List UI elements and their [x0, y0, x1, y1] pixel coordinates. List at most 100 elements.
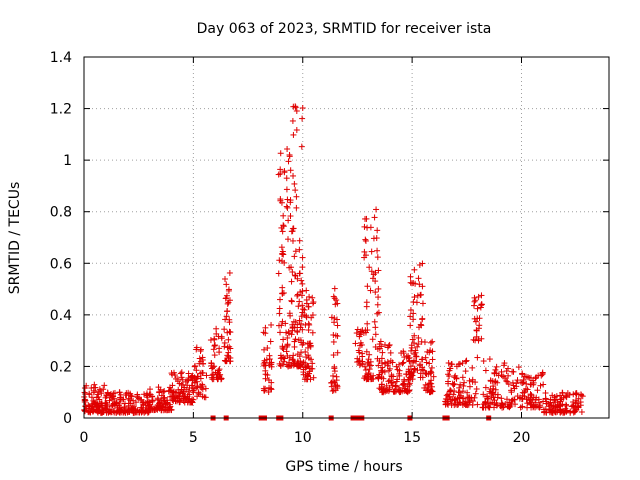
data-point: [268, 379, 275, 386]
data-point: [277, 329, 284, 336]
data-point: [223, 292, 230, 299]
data-point: [299, 280, 306, 287]
data-point: [147, 401, 154, 408]
data-point: [260, 360, 267, 367]
data-point: [294, 292, 301, 299]
data-point: [266, 356, 273, 363]
data-point: [279, 361, 286, 368]
x-axis-label: GPS time / hours: [285, 459, 402, 475]
data-point: [288, 331, 295, 338]
data-point: [466, 383, 473, 390]
data-point: [141, 391, 148, 398]
data-point: [285, 158, 292, 165]
data-point: [125, 400, 132, 407]
data-point: [279, 290, 286, 297]
data-point: [294, 321, 301, 328]
data-point: [290, 131, 297, 138]
data-point: [287, 199, 294, 206]
data-point: [172, 398, 179, 405]
data-point: [283, 361, 290, 368]
data-point: [177, 399, 184, 406]
data-point: [299, 115, 306, 122]
data-point: [293, 127, 300, 134]
data-point: [291, 253, 298, 260]
data-point: [280, 354, 287, 361]
data-point: [291, 338, 298, 345]
data-point: [289, 225, 296, 232]
data-point: [361, 223, 368, 230]
data-point: [210, 376, 217, 383]
data-point: [415, 275, 422, 282]
data-point: [184, 377, 191, 384]
data-point: [213, 325, 220, 332]
data-point: [88, 394, 95, 401]
data-point: [160, 407, 167, 414]
data-point: [277, 150, 284, 157]
data-point: [262, 375, 269, 382]
data-point: [110, 400, 117, 407]
data-point: [210, 371, 217, 378]
data-point: [276, 257, 283, 264]
data-point: [296, 353, 303, 360]
data-point: [202, 385, 209, 392]
data-point: [407, 313, 414, 320]
data-point: [197, 383, 204, 390]
data-point: [480, 358, 487, 365]
data-point: [90, 389, 97, 396]
grid-layer: [84, 57, 609, 418]
data-point: [276, 296, 283, 303]
data-point: [293, 107, 300, 114]
data-point: [186, 384, 193, 391]
data-point: [470, 302, 477, 309]
data-point: [173, 375, 180, 382]
data-point: [196, 360, 203, 367]
data-point: [362, 237, 369, 244]
data-point: [290, 172, 297, 179]
data-point: [163, 399, 170, 406]
y-tick-label: 1.2: [50, 102, 72, 118]
data-point: [305, 327, 312, 334]
data-point: [472, 318, 479, 325]
data-points-layer: [81, 103, 586, 421]
data-point: [482, 367, 489, 374]
data-point: [199, 386, 206, 393]
data-point: [310, 300, 317, 307]
data-point: [509, 368, 516, 375]
data-point: [373, 235, 380, 242]
y-tick-label: 1.4: [50, 50, 72, 66]
data-point: [159, 403, 166, 410]
data-point: [285, 328, 292, 335]
data-point: [369, 336, 376, 343]
data-point: [289, 356, 296, 363]
data-point: [367, 287, 374, 294]
data-point: [310, 374, 317, 381]
data-point: [280, 358, 287, 365]
data-point: [279, 318, 286, 325]
data-point: [296, 246, 303, 253]
data-point: [474, 305, 481, 312]
data-point: [462, 368, 469, 375]
data-point: [225, 287, 232, 294]
data-point: [279, 258, 286, 265]
data-point: [407, 322, 414, 329]
data-point: [268, 386, 275, 393]
data-point: [267, 385, 274, 392]
data-point: [469, 401, 476, 408]
data-point: [373, 206, 380, 213]
data-point: [262, 367, 269, 374]
data-point: [83, 405, 90, 412]
data-point: [278, 224, 285, 231]
data-point: [288, 298, 295, 305]
data-point: [211, 342, 218, 349]
data-point: [280, 212, 287, 219]
data-point: [419, 315, 426, 322]
data-point: [293, 204, 300, 211]
x-tick-label: 0: [80, 430, 89, 446]
data-point: [305, 303, 312, 310]
data-point: [171, 395, 178, 402]
data-point: [374, 301, 381, 308]
data-point: [218, 376, 225, 383]
data-point: [364, 283, 371, 290]
data-point: [277, 196, 284, 203]
